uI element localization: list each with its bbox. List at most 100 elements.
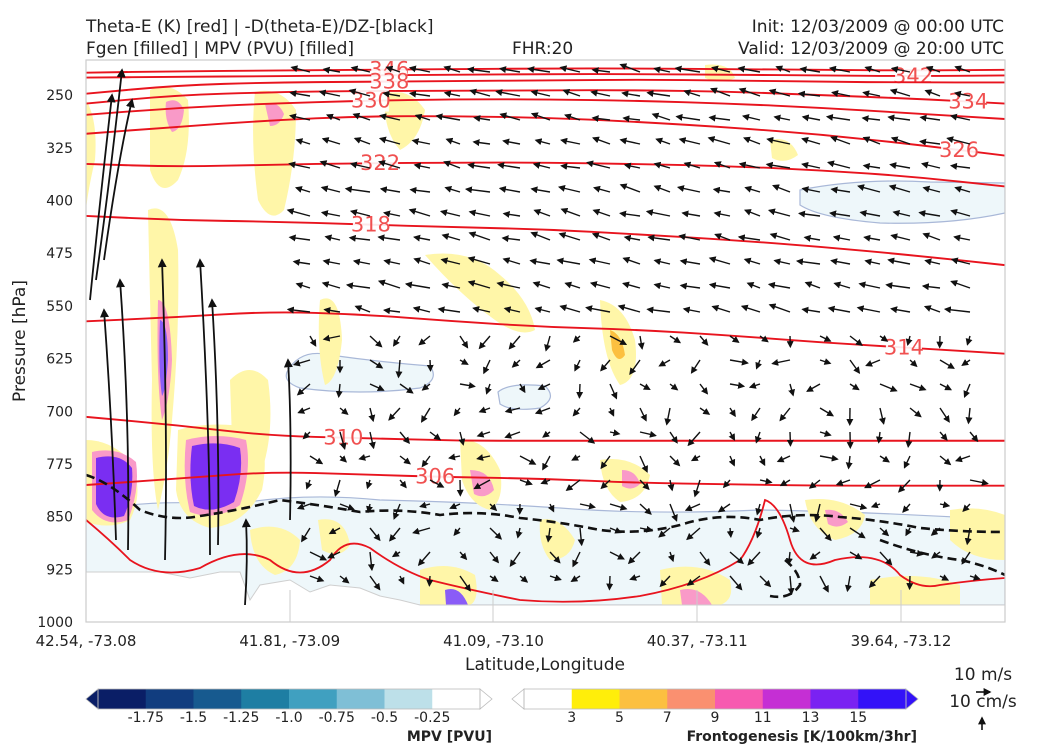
chart-title-line2: Fgen [filled] | MPV (PVU) [filled] xyxy=(86,39,354,59)
wind-vector xyxy=(953,90,971,98)
wind-vector xyxy=(862,90,881,98)
wind-vector xyxy=(686,575,701,586)
wind-vector xyxy=(748,382,761,389)
wind-vector xyxy=(655,137,671,145)
wind-vector xyxy=(788,383,795,397)
theta-e-contour-label: 318 xyxy=(351,213,391,237)
wind-vector xyxy=(664,407,672,426)
contour-label-bg xyxy=(941,138,978,161)
wind-vector xyxy=(116,278,130,551)
wind-vector xyxy=(579,431,596,444)
wind-vector xyxy=(738,161,761,169)
wind-vector xyxy=(864,479,881,489)
wind-vector xyxy=(887,257,911,265)
wind-vector xyxy=(324,234,341,242)
terrain-outline xyxy=(86,571,1005,606)
wind-vector xyxy=(943,306,971,314)
wind-vector xyxy=(743,257,761,265)
wind-vector xyxy=(862,162,881,170)
wind-vector xyxy=(919,138,941,146)
wind-vector xyxy=(797,90,821,98)
wind-vector xyxy=(421,455,431,468)
wind-vector xyxy=(623,162,641,170)
wind-vector xyxy=(708,114,731,122)
wind-vector xyxy=(542,430,551,438)
wind-vector xyxy=(801,186,821,194)
wind-vector xyxy=(930,527,941,536)
wind-vector xyxy=(518,383,526,394)
wind-vector xyxy=(690,359,701,374)
wind-vector xyxy=(729,358,749,366)
colorbar-extend-left xyxy=(511,688,525,710)
wind-vector xyxy=(849,503,868,511)
wind-vector xyxy=(559,65,581,73)
wind-vector xyxy=(296,383,311,396)
wind-vector xyxy=(819,454,839,462)
wind-vector xyxy=(404,281,431,289)
wind-vector xyxy=(519,478,533,486)
colorbar-swatch xyxy=(336,689,385,709)
contour-label-bg xyxy=(352,89,389,112)
wind-vector xyxy=(288,234,311,242)
y-tick-label: 400 xyxy=(46,194,73,210)
wind-vector xyxy=(645,209,671,217)
wind-vector xyxy=(509,551,521,567)
wind-vector xyxy=(830,135,851,145)
wind-vector xyxy=(533,209,551,217)
colorbar-tick-label: 5 xyxy=(615,710,624,726)
wind-vector xyxy=(542,455,551,471)
wind-vector xyxy=(498,185,521,193)
wind-vector xyxy=(965,407,973,425)
wind-vector xyxy=(931,551,941,559)
wind-vector xyxy=(453,407,461,417)
wind-vector xyxy=(441,282,461,289)
wind-vector xyxy=(639,503,652,515)
wind-vector xyxy=(844,575,852,593)
wind-vector xyxy=(833,281,851,289)
wind-vector xyxy=(444,185,461,193)
wind-vector xyxy=(870,501,881,509)
y-tick-label: 325 xyxy=(46,141,73,157)
wind-vector xyxy=(737,234,761,242)
wind-vector xyxy=(681,210,701,218)
wind-vector xyxy=(669,431,678,444)
wind-vector xyxy=(861,115,881,123)
wind-vector xyxy=(322,258,341,266)
wind-vector xyxy=(737,65,761,73)
wind-vector xyxy=(537,383,551,391)
wind-vector xyxy=(593,185,611,193)
wind-vector xyxy=(903,455,911,469)
wind-vector xyxy=(808,479,821,489)
wind-vector xyxy=(713,161,731,169)
stability-dashed-line xyxy=(86,473,1005,534)
wind-vector xyxy=(755,527,763,539)
colorbar-tick-label: -0.75 xyxy=(319,710,355,726)
wind-vector xyxy=(801,306,821,314)
wind-vector xyxy=(547,503,555,513)
wind-vector xyxy=(675,113,701,121)
contour-label-bg xyxy=(352,213,389,236)
wind-vector xyxy=(437,306,461,314)
colorbar-swatch xyxy=(810,689,859,709)
fgen-fill xyxy=(470,470,494,497)
colorbar-tick-label: -0.25 xyxy=(414,710,450,726)
wind-vector xyxy=(629,359,641,375)
wind-vector xyxy=(501,235,521,243)
wind-vector xyxy=(919,114,941,122)
wind-vector xyxy=(383,307,401,315)
wind-vector xyxy=(459,575,471,592)
colorbar-tick-label: -0.5 xyxy=(371,710,398,726)
contour-label-bg xyxy=(371,70,408,93)
wind-vector xyxy=(574,359,581,372)
wind-vector xyxy=(476,454,491,461)
wind-vector xyxy=(801,161,821,169)
wind-vector xyxy=(889,162,911,170)
wind-vector xyxy=(726,527,734,539)
wind-vector xyxy=(890,233,911,241)
wind-vector xyxy=(499,112,521,121)
wind-vector xyxy=(669,383,679,391)
wind-vector xyxy=(758,455,766,467)
wind-vector xyxy=(534,407,551,415)
wind-vector xyxy=(591,115,611,123)
wind-vector xyxy=(639,479,650,491)
